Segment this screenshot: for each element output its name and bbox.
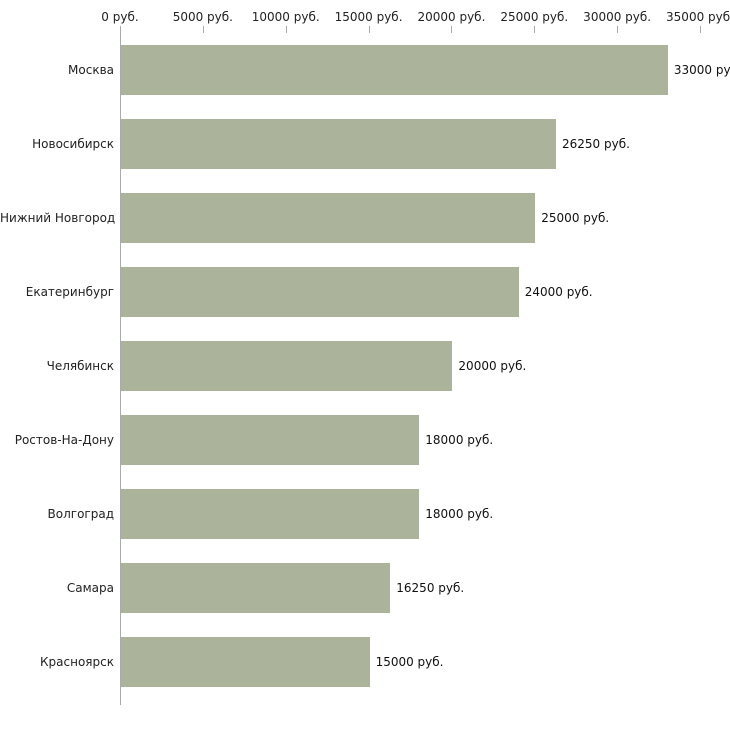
category-label: Самара xyxy=(66,581,114,595)
value-label: 15000 руб. xyxy=(375,655,444,669)
bar xyxy=(121,193,536,243)
bar xyxy=(121,45,668,95)
x-tick-label: 20000 руб. xyxy=(417,10,486,24)
value-label: 33000 руб xyxy=(673,63,730,77)
bar xyxy=(121,563,391,613)
x-tick-label: 10000 руб. xyxy=(251,10,320,24)
value-label: 16250 руб. xyxy=(396,581,465,595)
value-label: 24000 руб. xyxy=(524,285,593,299)
x-tick-mark xyxy=(451,26,453,33)
category-label: Екатеринбург xyxy=(25,285,114,299)
category-label: Челябинск xyxy=(46,359,114,373)
bar xyxy=(121,267,519,317)
x-tick-mark xyxy=(368,26,370,33)
x-tick-label: 0 руб. xyxy=(101,10,139,24)
x-tick-mark xyxy=(534,26,536,33)
category-label: Нижний Новгород xyxy=(0,211,116,225)
x-tick-mark xyxy=(202,26,204,33)
value-label: 25000 руб. xyxy=(541,211,610,225)
x-tick-mark xyxy=(285,26,287,33)
category-label: Красноярск xyxy=(40,655,114,669)
value-label: 20000 руб. xyxy=(458,359,527,373)
y-axis-line xyxy=(120,26,121,705)
category-label: Волгоград xyxy=(47,507,114,521)
x-tick-label: 35000 руб. xyxy=(666,10,730,24)
bar xyxy=(121,415,420,465)
bar xyxy=(121,637,370,687)
x-tick-mark xyxy=(617,26,619,33)
bar xyxy=(121,341,453,391)
bar xyxy=(121,489,420,539)
category-label: Новосибирск xyxy=(32,137,114,151)
x-tick-label: 15000 руб. xyxy=(334,10,403,24)
category-label: Москва xyxy=(68,63,114,77)
x-tick-label: 5000 руб. xyxy=(172,10,233,24)
category-label: Ростов-На-Дону xyxy=(14,433,114,447)
value-label: 18000 руб. xyxy=(425,433,494,447)
x-tick-label: 25000 руб. xyxy=(500,10,569,24)
value-label: 26250 руб. xyxy=(562,137,630,151)
x-tick-label: 30000 руб. xyxy=(583,10,652,24)
bar xyxy=(121,119,556,169)
x-tick-mark xyxy=(700,26,701,33)
value-label: 18000 руб. xyxy=(425,507,494,521)
